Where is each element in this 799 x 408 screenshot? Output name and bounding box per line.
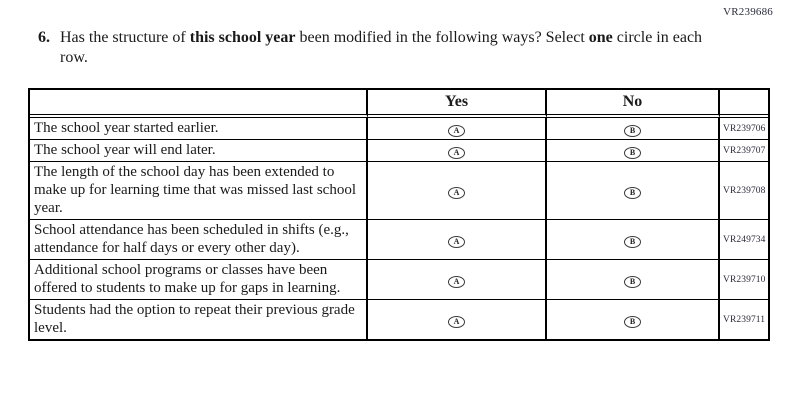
table-row: Additional school programs or classes ha…	[30, 260, 768, 300]
response-table: Yes No The school year started earlier. …	[28, 88, 770, 341]
table-row: School attendance has been scheduled in …	[30, 220, 768, 260]
row-code: VR239708	[720, 162, 768, 220]
header-yes: Yes	[368, 90, 547, 118]
question-text: Has the structure of this school year be…	[60, 28, 732, 68]
answer-bubble-no[interactable]: B	[624, 235, 641, 248]
table-row: The school year will end later. A B VR23…	[30, 140, 768, 162]
bubble-letter: B	[629, 187, 636, 197]
statement-cell: Students had the option to repeat their …	[30, 300, 368, 339]
row-code: VR239710	[720, 260, 768, 300]
bubble-letter: A	[453, 276, 460, 286]
question-text-part: circle in each row.	[60, 29, 703, 66]
row-code: VR239711	[723, 314, 766, 325]
answer-bubble-no[interactable]: B	[624, 124, 641, 137]
table-row: Students had the option to repeat their …	[30, 300, 768, 339]
statement-cell: School attendance has been scheduled in …	[30, 220, 368, 260]
header-code	[720, 90, 768, 118]
answer-bubble-yes[interactable]: A	[448, 235, 465, 248]
row-code: VR239706	[720, 118, 768, 140]
answer-bubble-yes[interactable]: A	[448, 275, 465, 288]
answer-bubble-no[interactable]: B	[624, 146, 641, 159]
bubble-letter: B	[629, 276, 636, 286]
answer-bubble-yes[interactable]: A	[448, 315, 465, 328]
yes-cell: A	[368, 140, 547, 162]
question-text-part: been modified in the following ways? Sel…	[295, 29, 589, 46]
answer-bubble-yes[interactable]: A	[448, 146, 465, 159]
statement-cell: The length of the school day has been ex…	[30, 162, 368, 220]
row-code: VR239707	[720, 140, 768, 162]
bubble-letter: A	[453, 316, 460, 326]
no-cell: B	[547, 300, 720, 339]
no-cell: B	[547, 162, 720, 220]
question-number: 6.	[38, 29, 50, 46]
answer-bubble-no[interactable]: B	[624, 186, 641, 199]
answer-bubble-yes[interactable]: A	[448, 124, 465, 137]
question-text-part: Has the structure of	[60, 29, 190, 46]
answer-bubble-no[interactable]: B	[624, 275, 641, 288]
answer-bubble-no[interactable]: B	[624, 315, 641, 328]
bubble-letter: B	[629, 147, 636, 157]
no-cell: B	[547, 220, 720, 260]
table-row: The school year started earlier. A B VR2…	[30, 118, 768, 140]
statement-cell: The school year started earlier.	[30, 118, 368, 140]
bubble-letter: B	[629, 125, 636, 135]
bubble-letter: A	[453, 187, 460, 197]
no-cell: B	[547, 118, 720, 140]
header-row: Yes No	[30, 90, 768, 118]
question-text-bold: this school year	[189, 29, 296, 46]
table-row: The length of the school day has been ex…	[30, 162, 768, 220]
statement-cell: Additional school programs or classes ha…	[30, 260, 368, 300]
answer-bubble-yes[interactable]: A	[448, 186, 465, 199]
bubble-letter: A	[453, 125, 460, 135]
yes-cell: A	[368, 118, 547, 140]
no-cell: B	[547, 140, 720, 162]
yes-cell: A	[368, 260, 547, 300]
yes-cell: A	[368, 220, 547, 260]
bubble-letter: A	[453, 236, 460, 246]
question-block: 6. Has the structure of this school year…	[38, 28, 738, 68]
yes-cell: A	[368, 162, 547, 220]
row-code: VR249734	[720, 220, 768, 260]
bubble-letter: B	[629, 236, 636, 246]
header-statement	[30, 90, 368, 118]
header-no: No	[547, 90, 720, 118]
no-cell: B	[547, 260, 720, 300]
bubble-letter: B	[629, 316, 636, 326]
statement-cell: The school year will end later.	[30, 140, 368, 162]
question-text-bold: one	[588, 29, 613, 46]
page-code: VR239686	[723, 6, 773, 18]
yes-cell: A	[368, 300, 547, 339]
bubble-letter: A	[453, 147, 460, 157]
